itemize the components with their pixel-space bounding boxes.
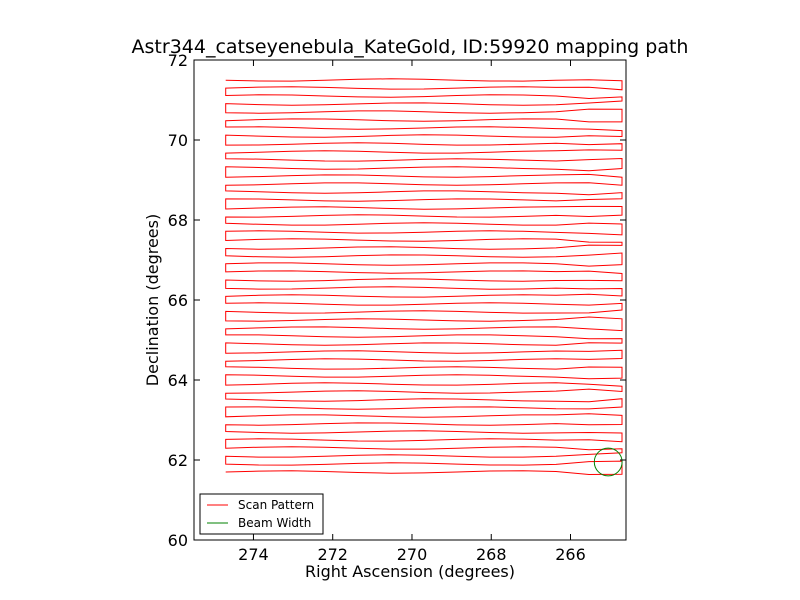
y-tick-label: 64 (168, 371, 188, 390)
y-tick-label: 60 (168, 531, 188, 550)
scan-pattern-line (225, 78, 623, 476)
axis-ticks: 274 272 270 268 266 60 62 64 66 68 70 72 (168, 51, 626, 564)
beam-width-circle (593, 447, 623, 477)
x-tick-label: 272 (317, 545, 348, 564)
plot-frame (193, 59, 627, 541)
y-tick-label: 72 (168, 51, 188, 70)
x-axis-title: Right Ascension (degrees) (305, 562, 515, 581)
y-tick-label: 62 (168, 451, 188, 470)
plot-area (193, 59, 627, 541)
y-axis-title: Declination (degrees) (143, 214, 162, 386)
x-tick-label: 268 (476, 545, 507, 564)
legend-scan-label: Scan Pattern (238, 498, 314, 512)
y-tick-label: 66 (168, 291, 188, 310)
y-tick-label: 68 (168, 211, 188, 230)
y-tick-label: 70 (168, 131, 188, 150)
legend: Scan Pattern Beam Width (199, 493, 324, 535)
chart-title: Astr344_catseyenebula_KateGold, ID:59920… (132, 36, 689, 58)
x-tick-label: 270 (397, 545, 428, 564)
legend-frame (199, 493, 324, 535)
x-tick-label: 274 (238, 545, 269, 564)
legend-beam-label: Beam Width (238, 516, 311, 530)
x-tick-label: 266 (555, 545, 586, 564)
